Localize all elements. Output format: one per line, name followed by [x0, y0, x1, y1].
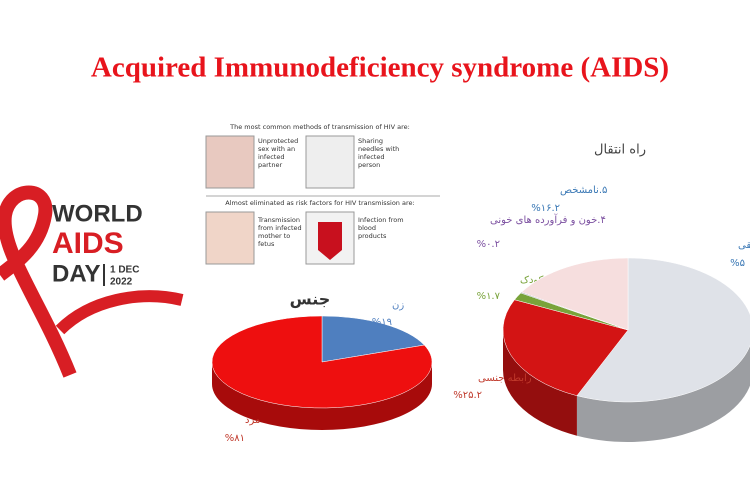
slide-title: Acquired Immunodeficiency syndrome (AIDS… — [91, 52, 669, 84]
world-aids-day-logo: WORLD AIDS DAY 1 DEC 2022 — [0, 165, 184, 378]
pie-slice — [211, 315, 433, 409]
chart-title: جنس — [290, 290, 331, 309]
pie-slice-side — [503, 330, 577, 436]
blood-bag — [318, 222, 342, 260]
ribbon-tail — [55, 290, 184, 335]
pie-slice-side — [576, 345, 750, 442]
info-item-text: Unprotected sex with an infected partner — [258, 137, 299, 169]
info-image — [205, 135, 255, 189]
logo-year: 2022 — [110, 277, 133, 288]
logo-date: 1 DEC — [110, 265, 139, 276]
slice-label: ۴.خون و فرآورده های خونی — [490, 213, 606, 226]
pie-slice — [321, 315, 425, 363]
pie-slice — [521, 257, 629, 331]
info-heading: The most common methods of transmission … — [229, 123, 410, 131]
slice-value-label: %۰.۲ — [477, 239, 500, 250]
info-item: Unprotected sex with an infected partner — [258, 137, 299, 169]
pie-slice — [502, 299, 629, 396]
logo-text: WORLD — [52, 200, 143, 227]
slice-label: مرد — [245, 415, 260, 426]
logo-text: AIDS — [52, 227, 124, 260]
info-item: Transmission from infected mother to fet… — [258, 216, 302, 248]
slice-label: زن — [392, 300, 404, 311]
info-image — [305, 135, 355, 189]
info-heading: Almost eliminated as risk factors for HI… — [225, 199, 414, 207]
chart-title: راه انتقال — [594, 143, 646, 158]
pie-slice-side — [212, 362, 432, 430]
slice-value-label: %۱.۷ — [477, 291, 501, 302]
infographic: The most common methods of transmission … — [205, 123, 440, 265]
ribbon — [0, 185, 77, 378]
slice-value-label: %۵ — [730, 258, 745, 269]
info-item-text: Infection from blood products — [358, 216, 404, 240]
slice-label: رابطه جنسی — [478, 373, 532, 384]
info-item: Infection from blood products — [358, 216, 404, 240]
logo-bg — [0, 165, 182, 377]
slice-value-label: %۲۵.۲ — [453, 390, 482, 401]
pie-slice — [576, 257, 750, 403]
info-item-text: Sharing needles with infected person — [358, 137, 400, 169]
slice-value-label: %۸۱ — [225, 433, 245, 444]
slice-value-label: %۱۶.۲ — [531, 203, 560, 214]
slice-value-label: %۱۹ — [372, 317, 392, 328]
info-item-text: Transmission from infected mother to fet… — [258, 216, 302, 248]
info-image — [205, 211, 255, 265]
info-item: Sharing needles with infected person — [358, 137, 400, 169]
slice-label: تزریقی — [738, 240, 750, 251]
slice-label: ۵.نامشخص — [560, 185, 607, 196]
logo-text: DAY — [52, 260, 100, 287]
